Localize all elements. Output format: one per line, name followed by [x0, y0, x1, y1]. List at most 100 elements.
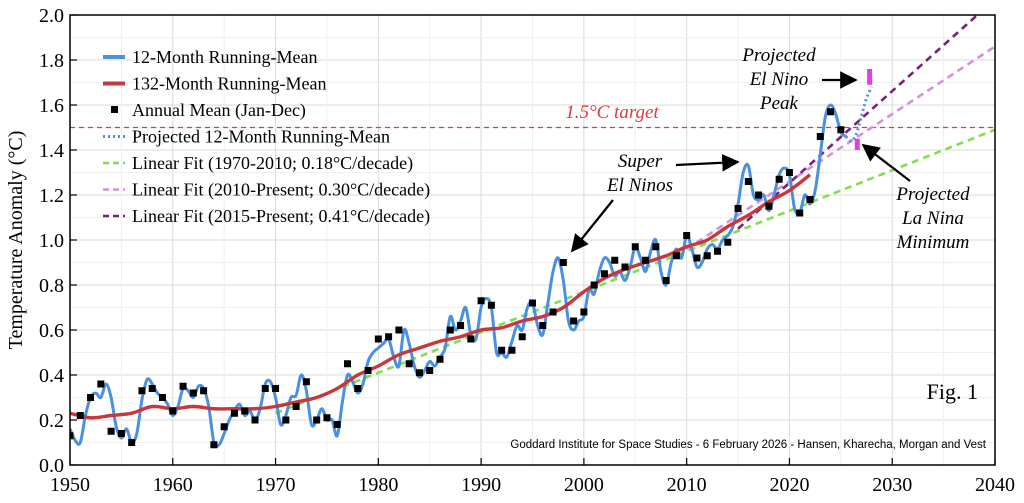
arrow-to-la-nina-minimum	[861, 143, 911, 182]
annual-mean-point-2004	[621, 263, 629, 271]
annual-mean-point-2020	[785, 169, 793, 176]
annual-mean-point-1975	[323, 414, 331, 422]
arrow-to-2016-peak	[675, 153, 740, 172]
annual-mean-point-2013	[714, 247, 721, 255]
legend-label: Linear Fit (1970-2010; 0.18°C/decade)	[132, 153, 413, 174]
annual-mean-point-1998	[559, 259, 567, 266]
la-nina-minimum-marker	[854, 138, 860, 150]
annual-mean-point-1986	[436, 355, 444, 363]
annual-mean-point-1959	[159, 394, 166, 401]
annual-mean-point-1980	[374, 335, 382, 343]
y-tick-label-4: 0.8	[39, 275, 64, 297]
x-tick-label-2020: 2020	[769, 474, 809, 496]
y-tick-label-5: 1.0	[39, 230, 64, 252]
annual-mean-point-1991	[487, 301, 495, 309]
annual-mean-point-2024	[827, 108, 835, 116]
annual-mean-point-1983	[405, 360, 413, 368]
x-tick-label-2010: 2010	[667, 474, 707, 496]
y-tick-label-6: 1.2	[39, 185, 64, 207]
legend-item-projected-12-month-running-mean: Projected 12-Month Running-Mean	[103, 127, 390, 147]
annual-mean-point-1976	[333, 421, 341, 428]
series-line-132-month-running-mean	[70, 173, 812, 420]
annual-mean-point-1974	[313, 416, 321, 424]
legend-label: Linear Fit (2015-Present; 0.41°C/decade)	[132, 206, 430, 227]
y-tick-label-8: 1.6	[39, 95, 64, 117]
legend-item-linear-fit-1970-2010-0-18-c-decade: Linear Fit (1970-2010; 0.18°C/decade)	[103, 153, 413, 174]
annual-mean-point-1999	[570, 317, 578, 325]
y-tick-label-9: 1.8	[39, 50, 64, 72]
annual-mean-layer	[70, 108, 845, 449]
fit-line-linear-fit-1970-2010-0-18-c-decade	[275, 128, 995, 415]
legend: 12-Month Running-Mean 132-Month Running-M…	[103, 47, 430, 227]
annual-mean-point-1990	[477, 297, 485, 305]
y-tick-label-2: 0.4	[39, 365, 64, 387]
annual-mean-point-1978	[354, 385, 362, 392]
annual-mean-point-1967	[241, 407, 249, 415]
y-tick-label-7: 1.4	[39, 140, 64, 162]
annual-mean-point-2009	[672, 252, 680, 260]
annotation-el-nino-line-3: Peak	[759, 93, 799, 114]
annual-mean-point-1987	[446, 326, 454, 334]
annual-mean-point-2021	[796, 209, 804, 217]
legend-label: Annual Mean (Jan-Dec)	[132, 100, 306, 121]
annual-mean-point-1952	[87, 394, 95, 401]
legend-item-linear-fit-2015-present-0-41-c-decade: Linear Fit (2015-Present; 0.41°C/decade)	[103, 206, 430, 227]
annual-mean-point-1971	[282, 416, 290, 424]
annual-mean-point-2003	[611, 256, 619, 264]
annual-mean-point-1955	[117, 430, 125, 437]
annual-mean-point-1985	[426, 367, 434, 374]
annual-mean-point-1970	[272, 385, 280, 392]
annual-mean-point-1968	[251, 416, 259, 424]
annual-mean-point-1962	[189, 389, 197, 397]
legend-item-132-month-running-mean: 132-Month Running-Mean	[103, 74, 326, 94]
x-tick-label-2030: 2030	[872, 474, 912, 496]
el-nino-peak-marker	[867, 69, 873, 85]
annual-mean-point-1961	[179, 382, 187, 390]
series-line-projected-12-month-running-mean	[844, 86, 874, 143]
annual-mean-point-2010	[683, 232, 691, 239]
y-axis-label: Temperature Anomaly (°C)	[5, 131, 27, 350]
annual-mean-point-1995	[529, 299, 536, 307]
annotation-projected-el-nino-peak: Projected El Nino Peak	[741, 45, 858, 114]
y-tick-label-0: 0.0	[39, 455, 64, 477]
annual-mean-point-2011	[693, 254, 701, 262]
y-tick-label-10: 2.0	[39, 5, 64, 27]
annual-mean-point-1972	[292, 403, 300, 410]
annual-mean-point-1958	[148, 385, 156, 392]
annotation-la-nina-line-1: Projected	[895, 184, 970, 205]
annual-mean-point-1957	[138, 387, 146, 395]
x-tick-label-1960: 1960	[153, 474, 193, 496]
annotation-super-el-ninos-line-1: Super	[618, 151, 663, 172]
annotation-la-nina-line-2: La Nina	[901, 208, 964, 229]
annual-mean-point-2015	[734, 205, 742, 212]
annual-mean-point-2023	[816, 133, 824, 140]
legend-label: Linear Fit (2010-Present; 0.30°C/decade)	[132, 180, 430, 201]
annual-mean-point-2019	[775, 175, 783, 183]
x-tick-label-1980: 1980	[358, 474, 398, 496]
annual-mean-point-1977	[344, 360, 351, 368]
legend-label: Projected 12-Month Running-Mean	[132, 127, 390, 147]
annual-mean-point-1951	[76, 412, 84, 419]
x-tick-label-2000: 2000	[564, 474, 604, 496]
annual-mean-point-1960	[169, 407, 177, 415]
annotation-el-nino-line-2: El Nino	[749, 69, 809, 90]
legend-item-12-month-running-mean: 12-Month Running-Mean	[103, 47, 317, 67]
legend-swatch	[111, 106, 118, 113]
y-tick-label-3: 0.6	[39, 320, 64, 342]
annual-mean-point-1963	[200, 387, 208, 395]
fit-line-linear-fit-2010-present-0-30-c-decade	[685, 45, 995, 251]
annual-mean-point-1993	[508, 346, 516, 354]
annual-mean-point-1981	[385, 333, 393, 341]
linear-fit-layer	[275, 15, 995, 415]
annual-mean-point-2002	[600, 270, 608, 278]
x-tick-label-1970: 1970	[256, 474, 296, 496]
annual-mean-point-1992	[498, 346, 506, 354]
plot-area	[70, 15, 995, 449]
annual-mean-point-1997	[549, 308, 557, 316]
annual-mean-point-1982	[395, 326, 403, 334]
annual-mean-point-2000	[580, 308, 588, 316]
annotation-super-el-ninos: Super El Ninos	[570, 151, 740, 253]
annual-mean-point-1953	[97, 380, 105, 388]
annual-mean-point-2022	[806, 196, 814, 203]
